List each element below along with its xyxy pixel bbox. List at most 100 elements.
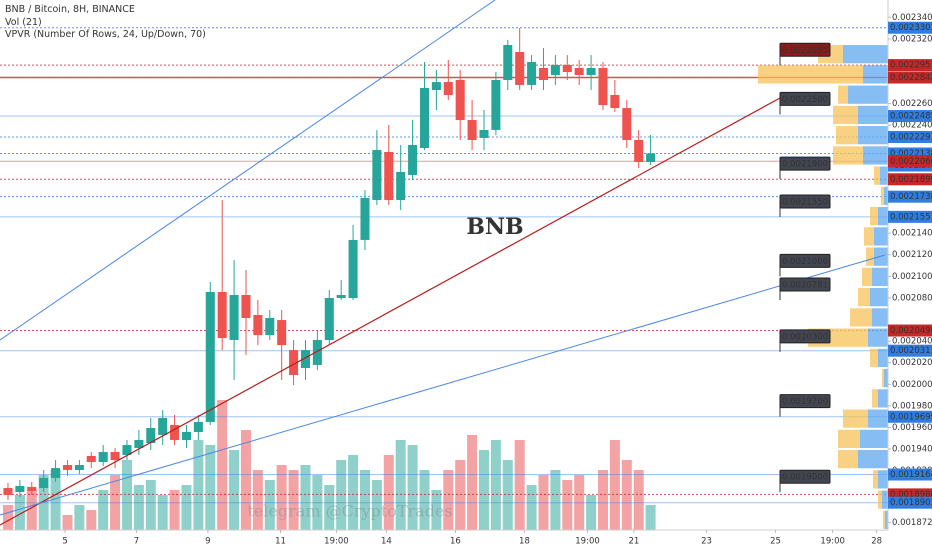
- vpvr-down: [758, 65, 863, 84]
- vpvr-up: [863, 65, 888, 84]
- price-tag: [888, 410, 932, 423]
- callout-label: 0.0022500: [782, 95, 828, 105]
- candle-body: [550, 64, 560, 76]
- price-tag: [888, 344, 932, 357]
- volume-bar: [550, 470, 561, 530]
- header-line: Vol (21): [5, 17, 42, 28]
- callout-label: 0.0019000: [782, 473, 828, 483]
- x-tick-label: 16: [450, 537, 461, 547]
- price-tag-label: 0.0022291: [890, 132, 932, 142]
- x-tick-label: 19:00: [575, 537, 600, 547]
- volume-bar: [217, 400, 228, 530]
- price-tag: [888, 324, 932, 337]
- vpvr-up: [870, 288, 888, 307]
- x-tick-label: 18: [519, 537, 530, 547]
- callout-box: [779, 394, 831, 409]
- vpvr-down: [838, 85, 848, 104]
- candle-body: [277, 320, 287, 346]
- candle-body: [431, 82, 441, 91]
- candle-body: [74, 465, 84, 470]
- volume-bar: [205, 445, 216, 530]
- price-tag-label: 0.0023303: [890, 23, 932, 33]
- candle-body: [217, 291, 227, 339]
- callout-box: [779, 277, 831, 292]
- candle-body: [158, 417, 168, 436]
- overlay: 0.0022955 0.0022500 0.0021900 0.0021550 0.00…: [779, 42, 831, 493]
- volume-bar: [264, 480, 275, 530]
- x-tick-label: 14: [381, 537, 392, 547]
- x-tick-label: 9: [205, 537, 210, 547]
- candle-body: [170, 424, 180, 440]
- y-tick-label: 0.0018720: [892, 518, 932, 528]
- price-tag-label: 0.0019164: [890, 470, 932, 480]
- vpvr-down: [850, 308, 872, 327]
- vpvr-up: [884, 369, 888, 388]
- callout-label: 0.0021000: [782, 257, 828, 267]
- candle-body: [324, 298, 334, 341]
- candle-body: [598, 68, 608, 106]
- price-tag-label: 0.0019699: [890, 412, 932, 422]
- price-tag: [888, 110, 932, 123]
- volume-bar: [478, 450, 489, 530]
- vpvr-up: [843, 45, 888, 64]
- volume-bar: [645, 505, 656, 530]
- x-tick-label: 19:00: [324, 537, 349, 547]
- x-tick-label: 19:00: [820, 537, 845, 547]
- volume-bar: [348, 455, 359, 530]
- candle-body: [253, 314, 263, 336]
- vpvr-up: [858, 126, 888, 145]
- vpvr-up: [880, 166, 888, 185]
- vpvr-down: [883, 510, 885, 529]
- vpvr-up: [878, 207, 888, 226]
- volume-bar: [181, 485, 192, 530]
- volume-bar: [86, 510, 97, 530]
- candle-body: [527, 61, 537, 85]
- vpvr-down: [881, 186, 884, 206]
- price-tag: [888, 190, 932, 203]
- volume-bar: [300, 465, 311, 530]
- candle-body: [51, 468, 61, 478]
- candle-body: [229, 295, 239, 341]
- candle-body: [193, 421, 203, 432]
- vpvr-down: [882, 369, 884, 388]
- vpvr-down: [872, 389, 878, 408]
- candle-body: [348, 239, 358, 299]
- price-tag: [888, 155, 932, 168]
- header-line: BNB / Bitcoin, 8H, BINANCE: [5, 4, 135, 15]
- callout-label: 0.0021550: [782, 197, 828, 207]
- x-tick-label: 5: [62, 537, 67, 547]
- vpvr-up: [874, 227, 888, 246]
- candle-body: [562, 64, 572, 72]
- price-tag-label: 0.0021899: [890, 175, 932, 185]
- vpvr-down: [838, 450, 858, 469]
- volume-bar: [229, 450, 240, 530]
- volume-bar: [597, 470, 608, 530]
- volume-bar: [490, 440, 501, 530]
- x-tick-label: 28: [871, 537, 882, 547]
- candle-body: [62, 465, 72, 470]
- callout-label: 0.0019700: [782, 397, 828, 407]
- trend-line: [0, 254, 886, 516]
- vpvr-up: [868, 328, 888, 347]
- vpvr-down: [836, 126, 858, 145]
- volume-bar: [419, 470, 430, 530]
- callout-label: 0.0020781: [782, 280, 828, 290]
- price-tag-label: 0.0022138: [890, 149, 932, 159]
- candle-body: [396, 171, 406, 201]
- price-tag-label: 0.0018903: [890, 498, 932, 508]
- volume-bar: [371, 480, 382, 530]
- x-tick-label: 25: [770, 537, 781, 547]
- volume-bar: [609, 440, 620, 530]
- candle-body: [146, 427, 156, 443]
- price-tag-label: 0.0020311: [890, 346, 932, 356]
- price-tag-label: 0.0020498: [890, 326, 932, 336]
- candle-body: [27, 486, 37, 491]
